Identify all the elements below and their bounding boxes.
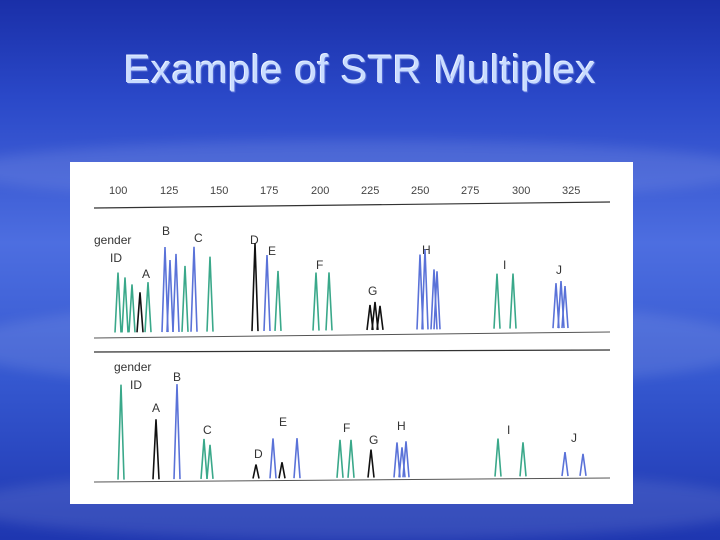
bottom-peak <box>293 438 301 479</box>
bottom-peak <box>561 451 569 477</box>
bottom-peak <box>200 438 208 479</box>
bottom-locus-D: D <box>254 447 263 461</box>
top-peak <box>128 284 136 333</box>
top-peak <box>144 282 152 333</box>
top-locus-J: J <box>556 263 562 277</box>
bottom-peak <box>252 464 260 479</box>
bottom-peak <box>519 442 527 477</box>
top-peak <box>376 305 384 330</box>
top-peak <box>325 272 333 331</box>
panel-divider <box>93 349 611 353</box>
bottom-locus-J: J <box>571 431 577 445</box>
ruler-tick-175: 175 <box>260 185 278 197</box>
top-peak <box>251 243 259 332</box>
bottom-peak <box>152 419 160 480</box>
bottom-locus-H: H <box>397 419 406 433</box>
top-peak <box>493 273 501 329</box>
top-locus-I: I <box>503 258 506 272</box>
bottom-locus-F: F <box>343 421 350 435</box>
top-peak <box>421 249 429 330</box>
top-peak <box>136 292 144 333</box>
top-peak <box>274 270 282 331</box>
bottom-baseline <box>93 477 611 483</box>
slide-title: Example of STR Multiplex <box>123 48 597 92</box>
top-peak <box>161 247 169 333</box>
top-locus-H: H <box>422 243 431 257</box>
bottom-peak <box>579 453 587 477</box>
bottom-peak <box>336 439 344 478</box>
top-peak <box>416 254 424 330</box>
bottom-locus-I: I <box>507 423 510 437</box>
bottom-peak <box>494 438 502 477</box>
ruler-tick-100: 100 <box>109 185 127 197</box>
top-gender-label: gender <box>94 233 131 247</box>
top-id-label: ID <box>110 251 122 265</box>
electropherogram-svg: 100 125 150 175 200 225 250 275 300 325 … <box>93 185 611 483</box>
ruler-tick-250: 250 <box>411 185 429 197</box>
top-locus-E: E <box>268 244 276 258</box>
top-peak <box>172 253 180 332</box>
top-peak <box>366 304 374 331</box>
top-panel: gender ID A B C D E F G H I J <box>93 224 611 353</box>
top-peak <box>509 273 517 329</box>
top-locus-D: D <box>250 233 259 247</box>
bottom-id-label: ID <box>130 378 142 392</box>
bottom-peak <box>393 442 401 478</box>
bottom-peaks <box>117 384 587 480</box>
ruler-tick-200: 200 <box>311 185 329 197</box>
top-locus-G: G <box>368 284 377 298</box>
bottom-peak <box>402 441 410 478</box>
bottom-panel: gender ID A B C D E F G H I J <box>93 360 611 483</box>
top-peaks <box>114 243 569 333</box>
top-peak <box>312 272 320 331</box>
str-electropherogram-figure: 100 125 150 175 200 225 250 275 300 325 … <box>70 162 633 504</box>
bottom-peak <box>173 384 181 480</box>
bottom-peak <box>278 462 286 479</box>
top-locus-A: A <box>142 267 150 281</box>
bottom-peak <box>269 438 277 479</box>
top-peak <box>552 283 560 329</box>
bottom-locus-E: E <box>279 415 287 429</box>
bottom-locus-G: G <box>369 433 378 447</box>
top-peak <box>114 272 122 333</box>
top-peak <box>121 277 129 333</box>
top-peak <box>371 301 379 331</box>
top-peak <box>206 256 214 332</box>
bottom-locus-B: B <box>173 370 181 384</box>
bottom-peak <box>347 439 355 478</box>
top-peak <box>190 246 198 332</box>
bottom-gender-label: gender <box>114 360 151 374</box>
top-locus-F: F <box>316 258 323 272</box>
top-locus-C: C <box>194 231 203 245</box>
top-peak <box>166 259 174 333</box>
top-locus-B: B <box>162 224 170 238</box>
ruler-tick-300: 300 <box>512 185 530 197</box>
ruler-tick-275: 275 <box>461 185 479 197</box>
top-peak <box>561 285 569 329</box>
bottom-peak <box>206 444 214 479</box>
top-baseline <box>93 331 611 339</box>
ruler-tick-325: 325 <box>562 185 580 197</box>
top-peak <box>433 271 441 330</box>
bottom-locus-C: C <box>203 423 212 437</box>
ruler-tick-150: 150 <box>210 185 228 197</box>
size-ruler: 100 125 150 175 200 225 250 275 300 325 <box>93 185 611 209</box>
bottom-locus-A: A <box>152 401 160 415</box>
ruler-tick-125: 125 <box>160 185 178 197</box>
top-peak <box>181 265 189 332</box>
bottom-peak <box>117 384 125 480</box>
bottom-peak <box>367 449 375 478</box>
ruler-tick-225: 225 <box>361 185 379 197</box>
top-peak <box>263 254 271 332</box>
ruler-line <box>93 201 611 209</box>
top-peak <box>430 269 438 330</box>
